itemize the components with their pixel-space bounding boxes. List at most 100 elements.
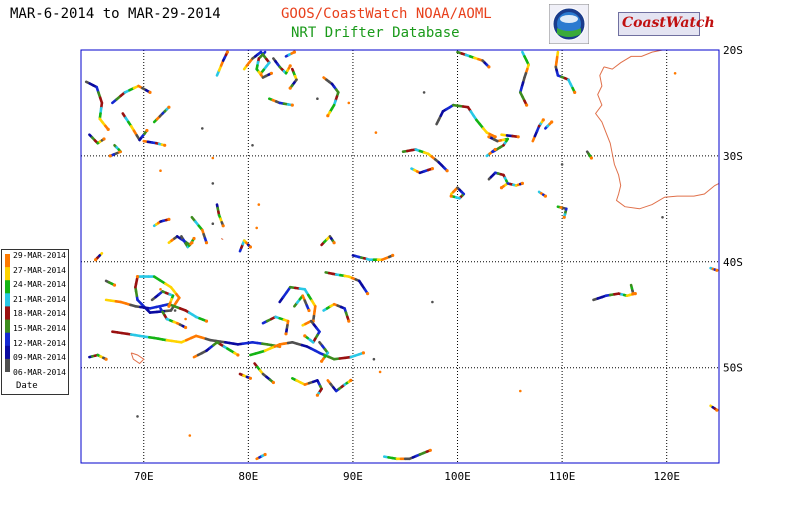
date-legend: 29-MAR-2014 27-MAR-2014 24-MAR-2014 21-MAR-… xyxy=(1,249,69,395)
drifter-position xyxy=(391,253,395,257)
drifter-track[interactable] xyxy=(88,133,106,145)
database-subtitle: NRT Drifter Database xyxy=(291,25,460,41)
drifter-point xyxy=(159,169,162,172)
drifter-track[interactable] xyxy=(585,150,594,160)
drifter-point xyxy=(211,222,215,225)
lon-tick-label: 120E xyxy=(653,470,680,483)
drifter-track[interactable] xyxy=(531,118,545,143)
drifter-track[interactable] xyxy=(410,167,435,175)
drifter-track[interactable] xyxy=(351,253,395,262)
drifter-track[interactable] xyxy=(152,105,171,124)
drifter-position xyxy=(108,154,112,158)
drifter-position xyxy=(347,319,351,323)
drifter-position xyxy=(428,448,432,452)
drifter-track[interactable] xyxy=(435,103,497,139)
drifter-position xyxy=(135,275,140,279)
drifter-track[interactable] xyxy=(518,50,530,107)
drifter-track[interactable] xyxy=(592,292,637,302)
drifter-track[interactable] xyxy=(629,283,635,296)
drifter-track[interactable] xyxy=(485,147,497,158)
drifter-track[interactable] xyxy=(382,448,432,461)
drifter-track[interactable] xyxy=(301,319,321,344)
drifter-track[interactable] xyxy=(267,97,294,107)
drifter-track[interactable] xyxy=(324,271,370,296)
legend-swatch xyxy=(5,332,10,347)
coastwatch-logo[interactable]: CoastWatch xyxy=(618,12,715,36)
drifter-track[interactable] xyxy=(556,205,568,219)
drifter-position xyxy=(167,217,171,221)
lon-tick-label: 80E xyxy=(238,470,258,483)
drifter-track[interactable] xyxy=(290,376,323,397)
drifter-track[interactable] xyxy=(180,235,194,249)
drifter-track[interactable] xyxy=(554,50,577,94)
drifter-position xyxy=(263,452,267,457)
drifter-position xyxy=(487,135,491,139)
drifter-track[interactable] xyxy=(487,135,510,153)
noaa-logo-icon[interactable] xyxy=(549,4,589,44)
drifter-track[interactable] xyxy=(456,50,491,69)
drifter-track[interactable] xyxy=(190,216,209,245)
drifter-track[interactable] xyxy=(111,330,282,349)
date-range-title: MAR-6-2014 to MAR-29-2014 xyxy=(10,6,221,22)
drifter-track[interactable] xyxy=(320,235,336,247)
drifter-point xyxy=(378,370,382,374)
drifter-track[interactable] xyxy=(215,203,225,228)
drifter-track[interactable] xyxy=(150,290,175,308)
drifter-track[interactable] xyxy=(449,186,466,200)
coastline-segment xyxy=(603,49,663,70)
drifter-track[interactable] xyxy=(506,181,525,187)
drifter-track[interactable] xyxy=(104,279,117,287)
drifter-track[interactable] xyxy=(108,144,122,158)
drifter-track[interactable] xyxy=(94,252,104,262)
drifter-track[interactable] xyxy=(238,239,252,253)
legend-swatch xyxy=(5,319,10,334)
drifter-track[interactable] xyxy=(159,307,188,330)
drifter-track[interactable] xyxy=(111,84,152,105)
drifter-track[interactable] xyxy=(121,112,149,142)
drifter-point xyxy=(316,97,319,100)
drifter-track[interactable] xyxy=(192,340,240,359)
drifter-point xyxy=(201,127,204,130)
drifter-track[interactable] xyxy=(487,171,510,190)
drifter-track[interactable] xyxy=(278,285,317,323)
drifter-track[interactable] xyxy=(255,452,267,461)
drifter-position xyxy=(445,169,449,173)
drifter-track[interactable] xyxy=(84,80,110,131)
drifter-track[interactable] xyxy=(284,50,296,58)
drifter-track[interactable] xyxy=(537,190,548,198)
drifter-track[interactable] xyxy=(152,217,171,228)
legend-entry-label: 18-MAR-2014 xyxy=(13,309,66,319)
drifter-track[interactable] xyxy=(261,315,290,336)
drifter-track[interactable] xyxy=(401,148,449,173)
drifter-point xyxy=(673,72,677,75)
drifter-track[interactable] xyxy=(293,294,311,313)
drifter-track[interactable] xyxy=(253,362,275,385)
drifter-track[interactable] xyxy=(709,266,719,272)
drifter-track[interactable] xyxy=(238,372,252,380)
legend-color-bar xyxy=(5,254,10,372)
drifter-track[interactable] xyxy=(215,50,229,77)
drifter-point xyxy=(188,434,192,437)
drifter-track[interactable] xyxy=(272,57,292,75)
drifter-position xyxy=(499,186,504,190)
drifter-position xyxy=(303,334,307,338)
drifter-track[interactable] xyxy=(709,404,719,412)
drifter-track[interactable] xyxy=(322,302,351,323)
drifter-track[interactable] xyxy=(500,133,520,139)
drifter-point xyxy=(211,182,215,185)
lat-tick-label: 30S xyxy=(723,150,743,163)
drifter-track[interactable] xyxy=(322,76,340,118)
drifter-track[interactable] xyxy=(288,67,298,90)
drifter-position xyxy=(106,127,110,131)
drifter-track[interactable] xyxy=(544,120,554,130)
drifter-track[interactable] xyxy=(326,378,353,393)
drifter-track[interactable] xyxy=(88,353,108,361)
drifter-track[interactable] xyxy=(318,340,330,363)
drifter-track[interactable] xyxy=(249,340,365,361)
drifter-position xyxy=(192,236,196,241)
drifter-position xyxy=(320,359,324,363)
drifter-track[interactable] xyxy=(142,139,167,147)
drifter-position xyxy=(248,376,252,380)
drifter-track[interactable] xyxy=(255,50,273,79)
